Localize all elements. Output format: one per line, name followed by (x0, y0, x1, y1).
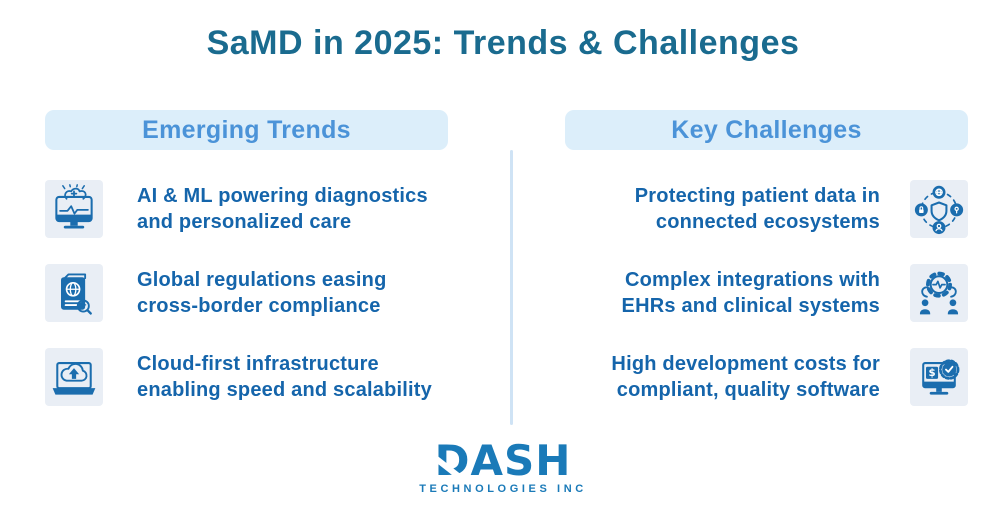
trend-item-regulations: Global regulations easing cross-border c… (45, 264, 448, 322)
passport-regulations-icon (45, 264, 103, 322)
trend-item-ai-ml: AI & ML powering diagnostics and persona… (45, 180, 448, 238)
data-protection-ecosystem-icon (910, 180, 968, 238)
column-divider (510, 150, 513, 425)
trend-item-text: Global regulations easing cross-border c… (137, 269, 387, 317)
challenge-item-privacy: Protecting patient data in connected eco… (565, 180, 968, 238)
development-cost-monitor-icon: $ (910, 348, 968, 406)
trend-item-text: AI & ML powering diagnostics and persona… (137, 185, 428, 233)
key-challenges-column: Key Challenges Protecting patient data i… (565, 110, 968, 432)
trend-item-cloud: Cloud-first infrastructure enabling spee… (45, 348, 448, 406)
dash-logo: DASH TECHNOLOGIES INC (0, 440, 1006, 496)
page-title: SaMD in 2025: Trends & Challenges (206, 24, 800, 62)
trend-item-text: Cloud-first infrastructure enabling spee… (137, 353, 432, 401)
emerging-trends-header: Emerging Trends (45, 110, 448, 150)
challenge-item-integration: Complex integrations with EHRs and clini… (565, 264, 968, 322)
cloud-upload-laptop-icon (45, 348, 103, 406)
challenge-item-cost: High development costs for compliant, qu… (565, 348, 968, 406)
logo-wordmark: DASH (433, 440, 572, 482)
challenge-item-text: Complex integrations with EHRs and clini… (621, 269, 880, 317)
svg-text:$: $ (928, 368, 935, 379)
challenge-item-text: Protecting patient data in connected eco… (634, 185, 880, 233)
emerging-trends-column: Emerging Trends AI & M (45, 110, 448, 432)
logo-subtitle: TECHNOLOGIES INC (419, 483, 587, 495)
challenge-item-text: High development costs for compliant, qu… (611, 353, 880, 401)
key-challenges-header: Key Challenges (565, 110, 968, 150)
ai-ml-monitor-icon (45, 180, 103, 238)
ehr-integration-gear-people-icon (910, 264, 968, 322)
